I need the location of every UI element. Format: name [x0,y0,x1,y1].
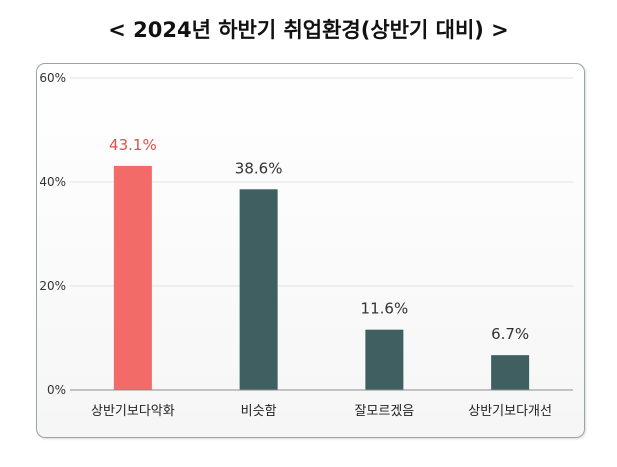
bar [113,165,152,390]
x-tick-label: 비슷함 [241,404,277,419]
data-label: 43.1% [109,136,157,154]
bar [491,355,530,390]
chart-title: < 2024년 하반기 취업환경(상반기 대비) > [108,18,509,42]
x-tick-label: 상반기보다개선 [468,404,552,419]
y-tick-label: 40% [39,175,66,189]
data-label: 6.7% [491,325,529,343]
y-tick-label: 60% [39,71,66,85]
x-tick-label: 상반기보다악화 [91,404,175,419]
bar [239,189,278,390]
bar [365,329,404,390]
x-tick-label: 잘모르겠음 [354,404,414,419]
data-label: 38.6% [235,159,283,177]
y-tick-label: 20% [39,279,66,293]
y-tick-label: 0% [47,383,66,397]
data-label: 11.6% [361,300,409,318]
